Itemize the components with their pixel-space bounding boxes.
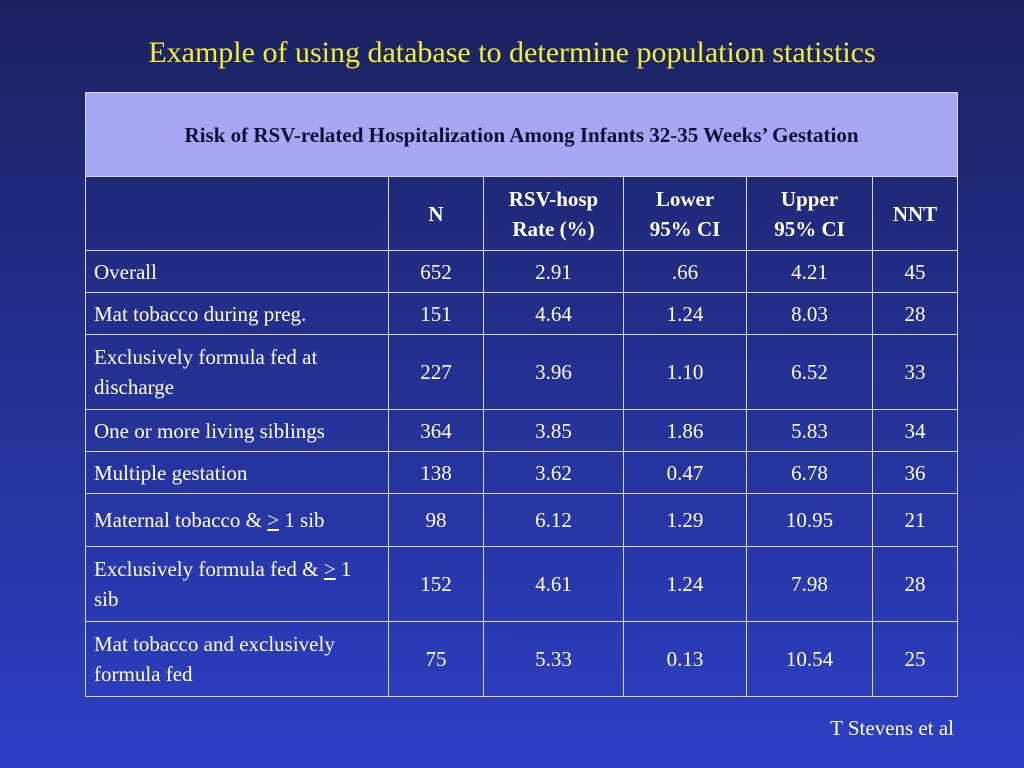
- cell-upper-ci: 6.52: [746, 334, 873, 410]
- cell-n: 75: [388, 621, 484, 697]
- cell-rate: 6.12: [483, 493, 624, 547]
- header-upper-line2: 95% CI: [774, 216, 845, 241]
- cell-lower-ci: 1.24: [623, 292, 747, 335]
- table-row: Multiple gestation 138 3.62 0.47 6.78 36: [85, 451, 959, 494]
- cell-nnt: 28: [871, 292, 959, 335]
- row-label: Overall: [85, 250, 389, 293]
- cell-nnt: 36: [871, 451, 959, 494]
- header-lower-ci: Lower 95% CI: [623, 176, 747, 251]
- header-rate: RSV-hosp Rate (%): [483, 176, 624, 251]
- table-row: Overall 652 2.91 .66 4.21 45: [85, 250, 959, 293]
- table-caption: Risk of RSV-related Hospitalization Amon…: [84, 92, 959, 177]
- cell-rate: 3.85: [483, 409, 624, 452]
- header-label: [85, 176, 389, 251]
- row-label: Maternal tobacco & > 1 sib: [85, 493, 389, 547]
- cell-rate: 4.61: [483, 546, 624, 622]
- row-label-suffix: 1 sib: [279, 508, 325, 532]
- slide-title: Example of using database to determine p…: [148, 36, 876, 69]
- cell-upper-ci: 10.54: [746, 621, 873, 697]
- row-label-prefix: Maternal tobacco &: [94, 508, 268, 532]
- rsv-risk-table: Risk of RSV-related Hospitalization Amon…: [84, 92, 959, 697]
- cell-nnt: 28: [871, 546, 959, 622]
- cell-nnt: 25: [871, 621, 959, 697]
- cell-rate: 3.96: [483, 334, 624, 410]
- cell-nnt: 34: [871, 409, 959, 452]
- cell-lower-ci: 1.29: [623, 493, 747, 547]
- row-label-suffix: 1 sib: [94, 557, 352, 611]
- cell-n: 138: [388, 451, 484, 494]
- table-row: Maternal tobacco & > 1 sib 98 6.12 1.29 …: [85, 493, 959, 547]
- table-row: Exclusively formula fed at discharge 227…: [85, 334, 959, 410]
- cell-n: 227: [388, 334, 484, 410]
- cell-nnt: 33: [871, 334, 959, 410]
- cell-nnt: 21: [871, 493, 959, 547]
- cell-upper-ci: 4.21: [746, 250, 873, 293]
- cell-n: 98: [388, 493, 484, 547]
- cell-n: 152: [388, 546, 484, 622]
- table-caption-row: Risk of RSV-related Hospitalization Amon…: [84, 92, 959, 177]
- row-label: Exclusively formula fed & > 1 sib: [85, 546, 389, 622]
- greater-equal-symbol: >: [267, 508, 280, 532]
- cell-n: 151: [388, 292, 484, 335]
- cell-n: 364: [388, 409, 484, 452]
- cell-lower-ci: 0.13: [623, 621, 747, 697]
- header-rate-line1: RSV-hosp: [508, 186, 599, 211]
- attribution-text: T Stevens et al: [830, 716, 954, 740]
- row-label-prefix: Exclusively formula fed &: [94, 557, 324, 581]
- cell-lower-ci: 1.24: [623, 546, 747, 622]
- table-row: Mat tobacco during preg. 151 4.64 1.24 8…: [85, 292, 959, 335]
- row-label: Mat tobacco during preg.: [85, 292, 389, 335]
- cell-upper-ci: 7.98: [746, 546, 873, 622]
- cell-n: 652: [388, 250, 484, 293]
- table-row: One or more living siblings 364 3.85 1.8…: [85, 409, 959, 452]
- header-rate-line2: Rate (%): [512, 216, 595, 241]
- header-lower-line2: 95% CI: [649, 216, 721, 241]
- cell-lower-ci: 1.86: [623, 409, 747, 452]
- cell-upper-ci: 6.78: [746, 451, 873, 494]
- cell-lower-ci: 0.47: [623, 451, 747, 494]
- cell-rate: 5.33: [483, 621, 624, 697]
- cell-lower-ci: 1.10: [623, 334, 747, 410]
- row-label: Mat tobacco and exclusively formula fed: [85, 621, 389, 697]
- row-label: One or more living siblings: [85, 409, 389, 452]
- row-label: Exclusively formula fed at discharge: [85, 334, 389, 410]
- header-upper-line1: Upper: [780, 186, 839, 211]
- cell-upper-ci: 8.03: [746, 292, 873, 335]
- cell-upper-ci: 5.83: [746, 409, 873, 452]
- greater-equal-symbol: >: [323, 557, 336, 581]
- header-nnt: NNT: [871, 176, 959, 251]
- row-label: Multiple gestation: [85, 451, 389, 494]
- table-row: Exclusively formula fed & > 1 sib 152 4.…: [85, 546, 959, 622]
- cell-rate: 2.91: [483, 250, 624, 293]
- table-row: Mat tobacco and exclusively formula fed …: [85, 621, 959, 697]
- header-n: N: [388, 176, 484, 251]
- cell-rate: 3.62: [483, 451, 624, 494]
- header-lower-line1: Lower: [655, 186, 715, 211]
- header-upper-ci: Upper 95% CI: [746, 176, 873, 251]
- cell-lower-ci: .66: [623, 250, 747, 293]
- cell-rate: 4.64: [483, 292, 624, 335]
- cell-upper-ci: 10.95: [746, 493, 873, 547]
- cell-nnt: 45: [871, 250, 959, 293]
- table-header-row: N RSV-hosp Rate (%) Lower 95% CI Upper 95% …: [85, 176, 959, 251]
